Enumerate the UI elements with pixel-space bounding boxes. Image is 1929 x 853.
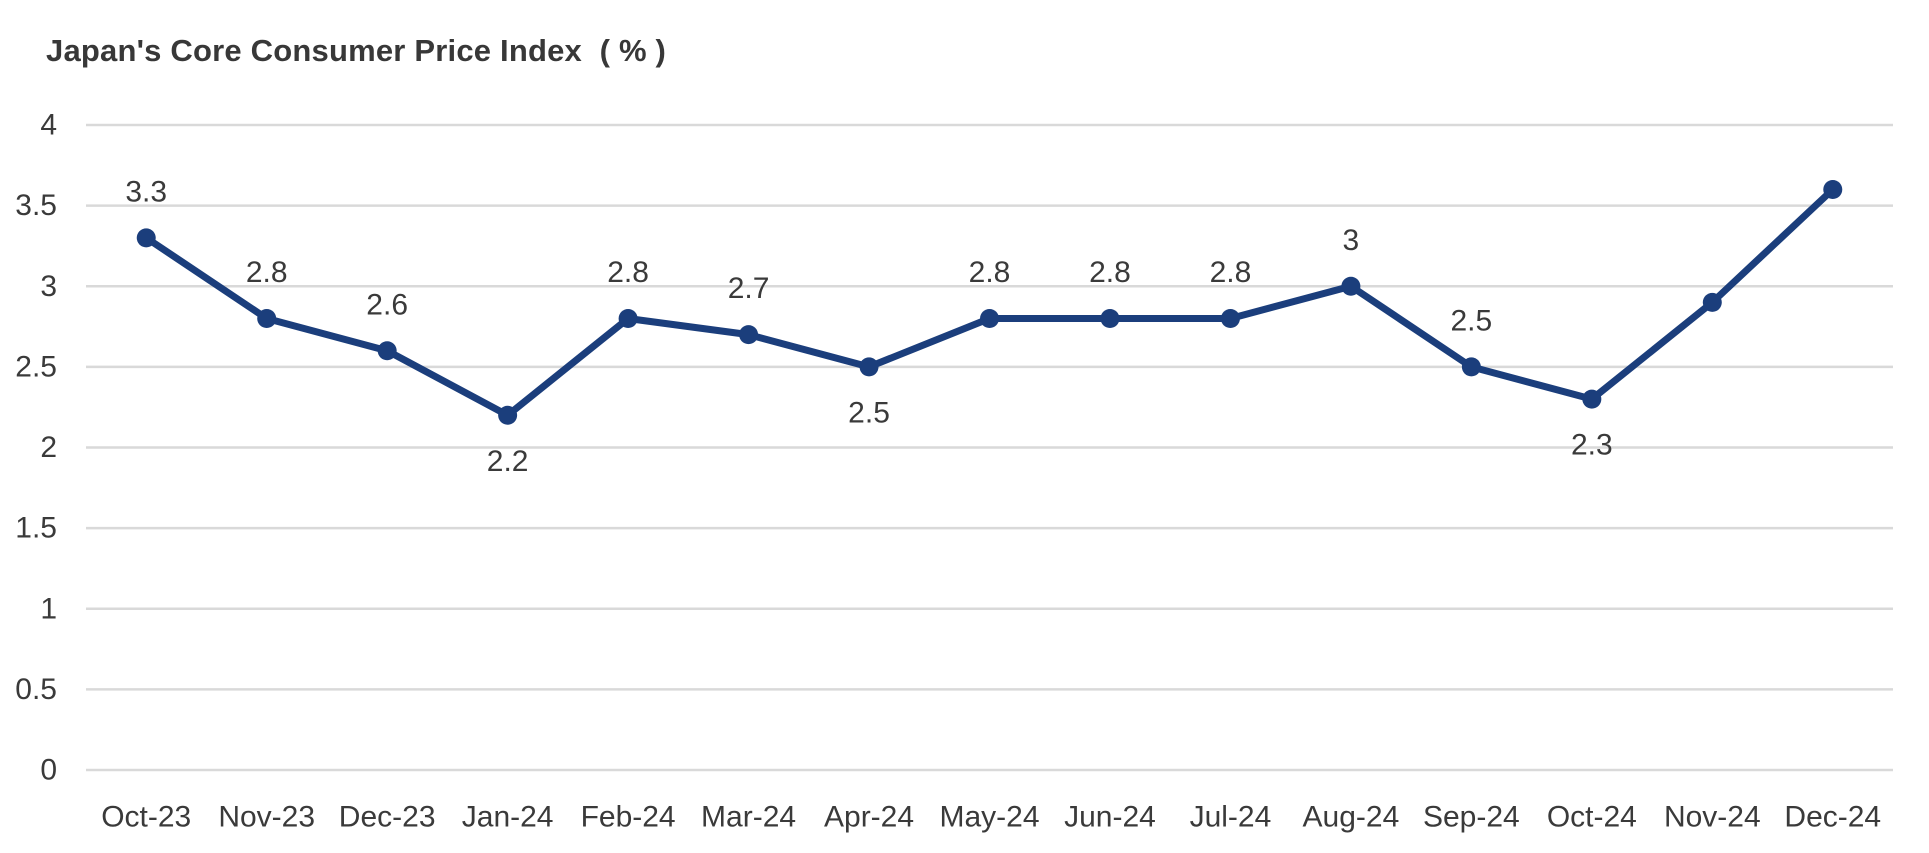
y-axis-tick-label: 0 [40,754,57,787]
x-axis-tick-label: Nov-23 [218,801,315,834]
x-axis-tick-label: Feb-24 [581,801,676,834]
x-axis-tick-label: Oct-23 [101,801,191,834]
y-axis-tick-label: 1 [40,592,57,625]
data-point-marker [1220,309,1240,328]
data-point-marker [980,309,999,328]
data-point-marker [618,309,638,328]
data-point-label: 2.8 [1089,256,1131,289]
y-axis-tick-label: 1.5 [15,512,57,545]
data-point-marker [1461,357,1481,377]
data-point-label: 2.8 [1210,256,1252,289]
data-point-marker [136,228,156,248]
data-point-label: 2.5 [1451,304,1493,337]
data-point-marker [498,405,518,425]
y-axis-tick-label: 3.5 [15,189,57,222]
x-axis-tick-label: Aug-24 [1303,801,1400,834]
data-point-marker [1702,292,1722,312]
data-point-label: 2.3 [1571,429,1613,462]
x-axis-tick-label: Dec-24 [1784,801,1881,834]
data-point-label: 2.5 [848,396,890,429]
x-axis-tick-label: Sep-24 [1423,801,1520,834]
data-point-label: 2.8 [607,256,649,289]
x-axis-tick-label: Jun-24 [1064,801,1156,834]
data-point-marker [257,309,277,328]
data-point-label: 3.3 [125,175,167,208]
y-axis-tick-label: 0.5 [15,673,57,706]
x-axis-tick-label: Jul-24 [1190,801,1272,834]
x-axis-tick-label: Dec-23 [339,801,436,834]
x-axis-tick-label: Jan-24 [462,801,554,834]
data-point-marker [1582,389,1602,409]
data-point-label: 2.2 [487,445,529,478]
y-axis-tick-label: 3 [40,270,57,303]
y-axis-tick-label: 2.5 [15,350,57,383]
data-point-marker [1823,180,1843,199]
data-point-marker [739,325,759,345]
x-axis-tick-label: May-24 [939,801,1039,834]
x-axis-tick-label: Apr-24 [824,801,914,834]
chart-title: Japan's Core Consumer Price Index ( % ) [46,33,667,68]
data-point-label: 3 [1343,224,1360,257]
x-axis-tick-label: Oct-24 [1547,801,1637,834]
x-axis-tick-label: Nov-24 [1664,801,1761,834]
y-axis-tick-label: 4 [40,109,57,142]
y-axis-tick-label: 2 [40,431,57,464]
data-point-label: 2.8 [246,256,288,289]
data-point-marker [377,341,397,361]
data-point-marker [859,357,879,377]
data-point-label: 2.8 [969,256,1011,289]
x-axis-tick-label: Mar-24 [701,801,796,834]
data-point-marker [1100,309,1120,328]
data-point-label: 2.6 [366,288,408,321]
data-point-marker [1341,276,1361,296]
data-point-label: 2.7 [728,272,770,305]
